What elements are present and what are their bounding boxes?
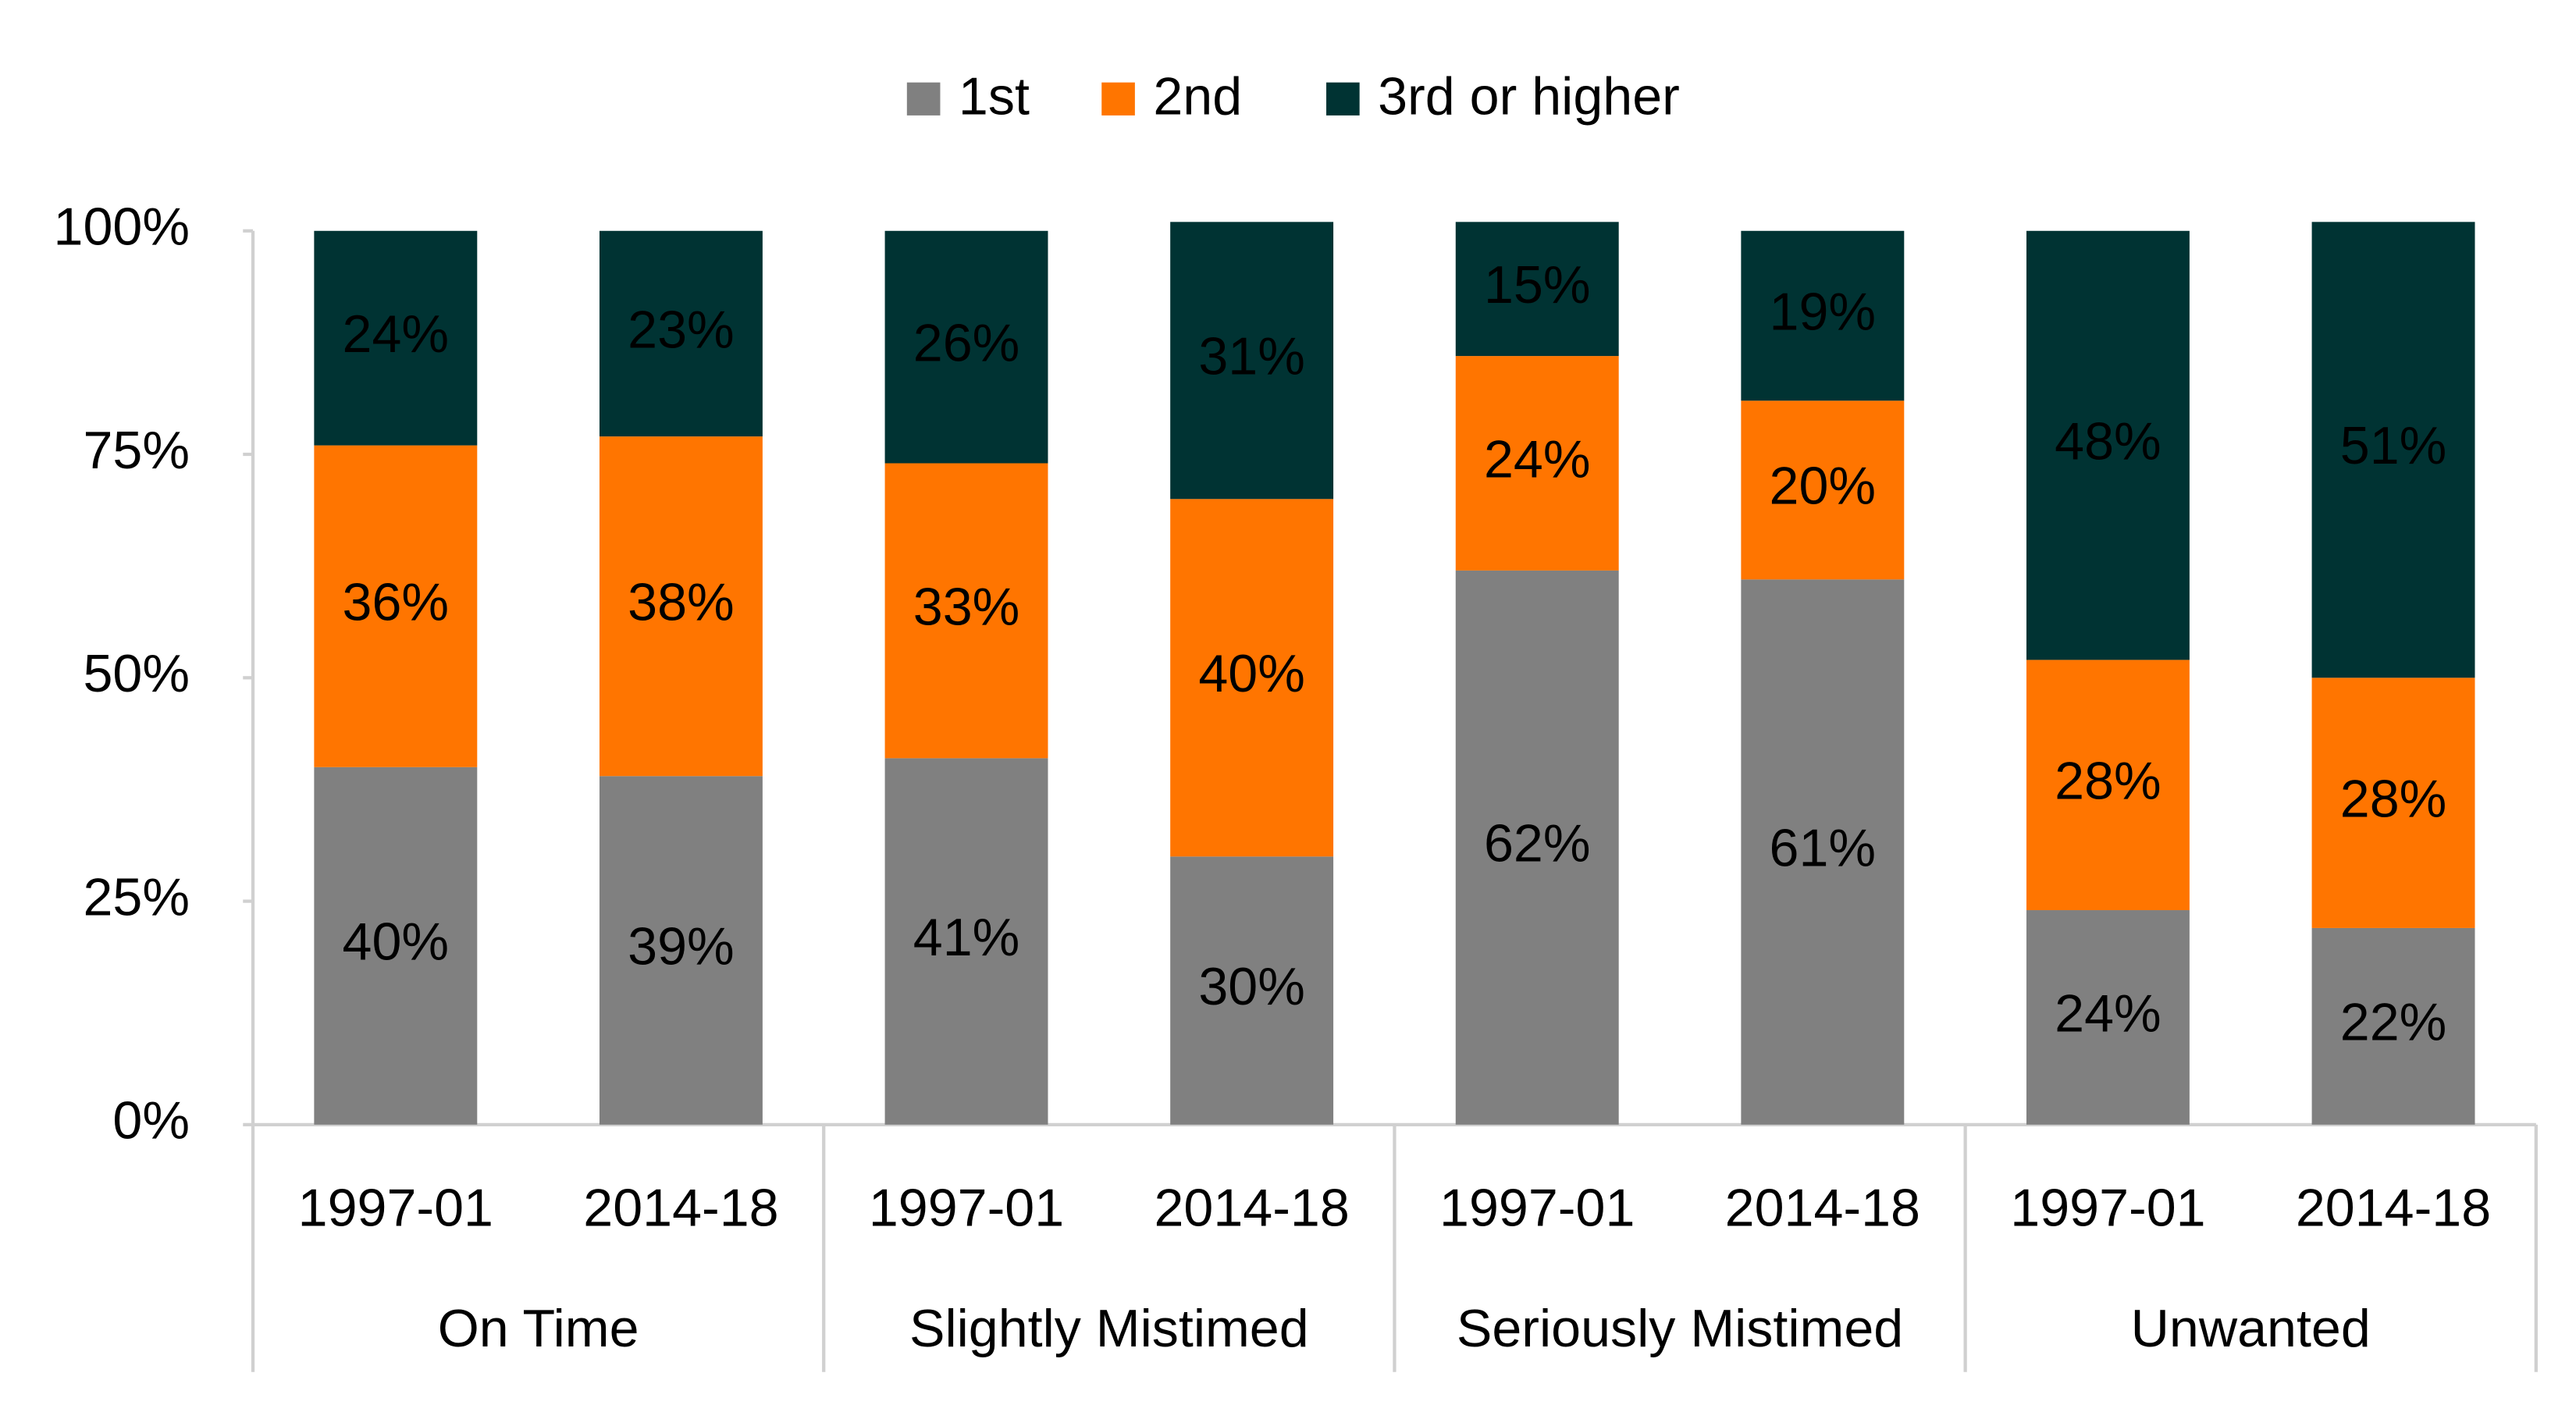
legend: 1st 2nd 3rd or higher	[906, 68, 1680, 126]
bar-segment	[1455, 356, 1619, 571]
value-label: 24%	[2055, 985, 2161, 1044]
bar-segment	[599, 230, 763, 437]
x-tick-label: 2014-18	[2296, 1179, 2491, 1238]
value-label: 61%	[1770, 820, 1877, 878]
value-label: 62%	[1484, 815, 1591, 873]
bar-segment	[884, 230, 1048, 464]
value-label: 48%	[2055, 413, 2161, 471]
bar-segment	[314, 445, 478, 767]
value-label: 30%	[1198, 958, 1305, 1016]
value-label: 20%	[1770, 457, 1877, 516]
x-tick-label: 1997-01	[869, 1179, 1064, 1238]
x-tick-label: 1997-01	[1439, 1179, 1635, 1238]
value-label: 40%	[343, 913, 450, 972]
value-label: 38%	[628, 574, 735, 632]
x-tick-label: 2014-18	[583, 1179, 778, 1238]
bar-segment	[884, 758, 1048, 1125]
bar-segment	[2311, 678, 2475, 928]
y-tick-label: 100%	[54, 198, 190, 257]
value-label: 24%	[1484, 431, 1591, 489]
value-label: 33%	[913, 578, 1020, 637]
bar-segment	[1741, 400, 1905, 580]
bar-segment	[1455, 222, 1619, 357]
x-tick-label: 2014-18	[1725, 1179, 1920, 1238]
value-label: 36%	[343, 574, 450, 632]
y-tick-label: 75%	[83, 422, 190, 480]
y-tick-label: 25%	[83, 869, 190, 927]
value-label: 31%	[1198, 328, 1305, 386]
bar-segment	[2311, 927, 2475, 1125]
y-tick-label: 0%	[112, 1092, 190, 1151]
value-label: 24%	[343, 305, 450, 364]
legend-swatch	[906, 82, 941, 116]
value-label: 26%	[913, 315, 1020, 373]
value-label: 39%	[628, 918, 735, 976]
bar-segment	[599, 776, 763, 1125]
group-label: Slightly Mistimed	[909, 1300, 1309, 1358]
bar-segment	[1170, 499, 1334, 857]
value-label: 22%	[2340, 994, 2447, 1052]
bar-segment	[2026, 230, 2190, 660]
value-label: 41%	[913, 909, 1020, 967]
bar-segment	[2026, 910, 2190, 1125]
group-label: On Time	[438, 1300, 639, 1358]
legend-swatch	[1326, 82, 1360, 116]
value-label: 28%	[2340, 770, 2447, 829]
group-label: Unwanted	[2131, 1300, 2371, 1358]
x-tick-label: 2014-18	[1154, 1179, 1349, 1238]
bar-segment	[884, 463, 1048, 759]
value-label: 40%	[1198, 645, 1305, 703]
bar-segment	[2311, 222, 2475, 678]
legend-swatch	[1101, 82, 1135, 116]
bar-segment	[314, 767, 478, 1125]
bar-segment	[1741, 230, 1905, 401]
value-label: 15%	[1484, 256, 1591, 315]
y-tick-label: 50%	[83, 645, 190, 703]
bar-segment	[1170, 222, 1334, 500]
value-label: 28%	[2055, 752, 2161, 811]
value-label: 51%	[2340, 417, 2447, 475]
value-label: 19%	[1770, 283, 1877, 342]
legend-label: 1st	[959, 68, 1030, 126]
bar-segment	[1741, 579, 1905, 1125]
bar-segment	[1455, 570, 1619, 1125]
x-tick-label: 1997-01	[2010, 1179, 2205, 1238]
bar-segment	[2026, 660, 2190, 911]
legend-label: 2nd	[1153, 68, 1242, 126]
value-label: 23%	[628, 301, 735, 360]
legend-label: 3rd or higher	[1378, 68, 1680, 126]
bar-segment	[599, 436, 763, 777]
group-label: Seriously Mistimed	[1457, 1300, 1903, 1358]
bar-segment	[1170, 856, 1334, 1125]
bar-segment	[314, 230, 478, 446]
x-tick-label: 1997-01	[298, 1179, 493, 1238]
